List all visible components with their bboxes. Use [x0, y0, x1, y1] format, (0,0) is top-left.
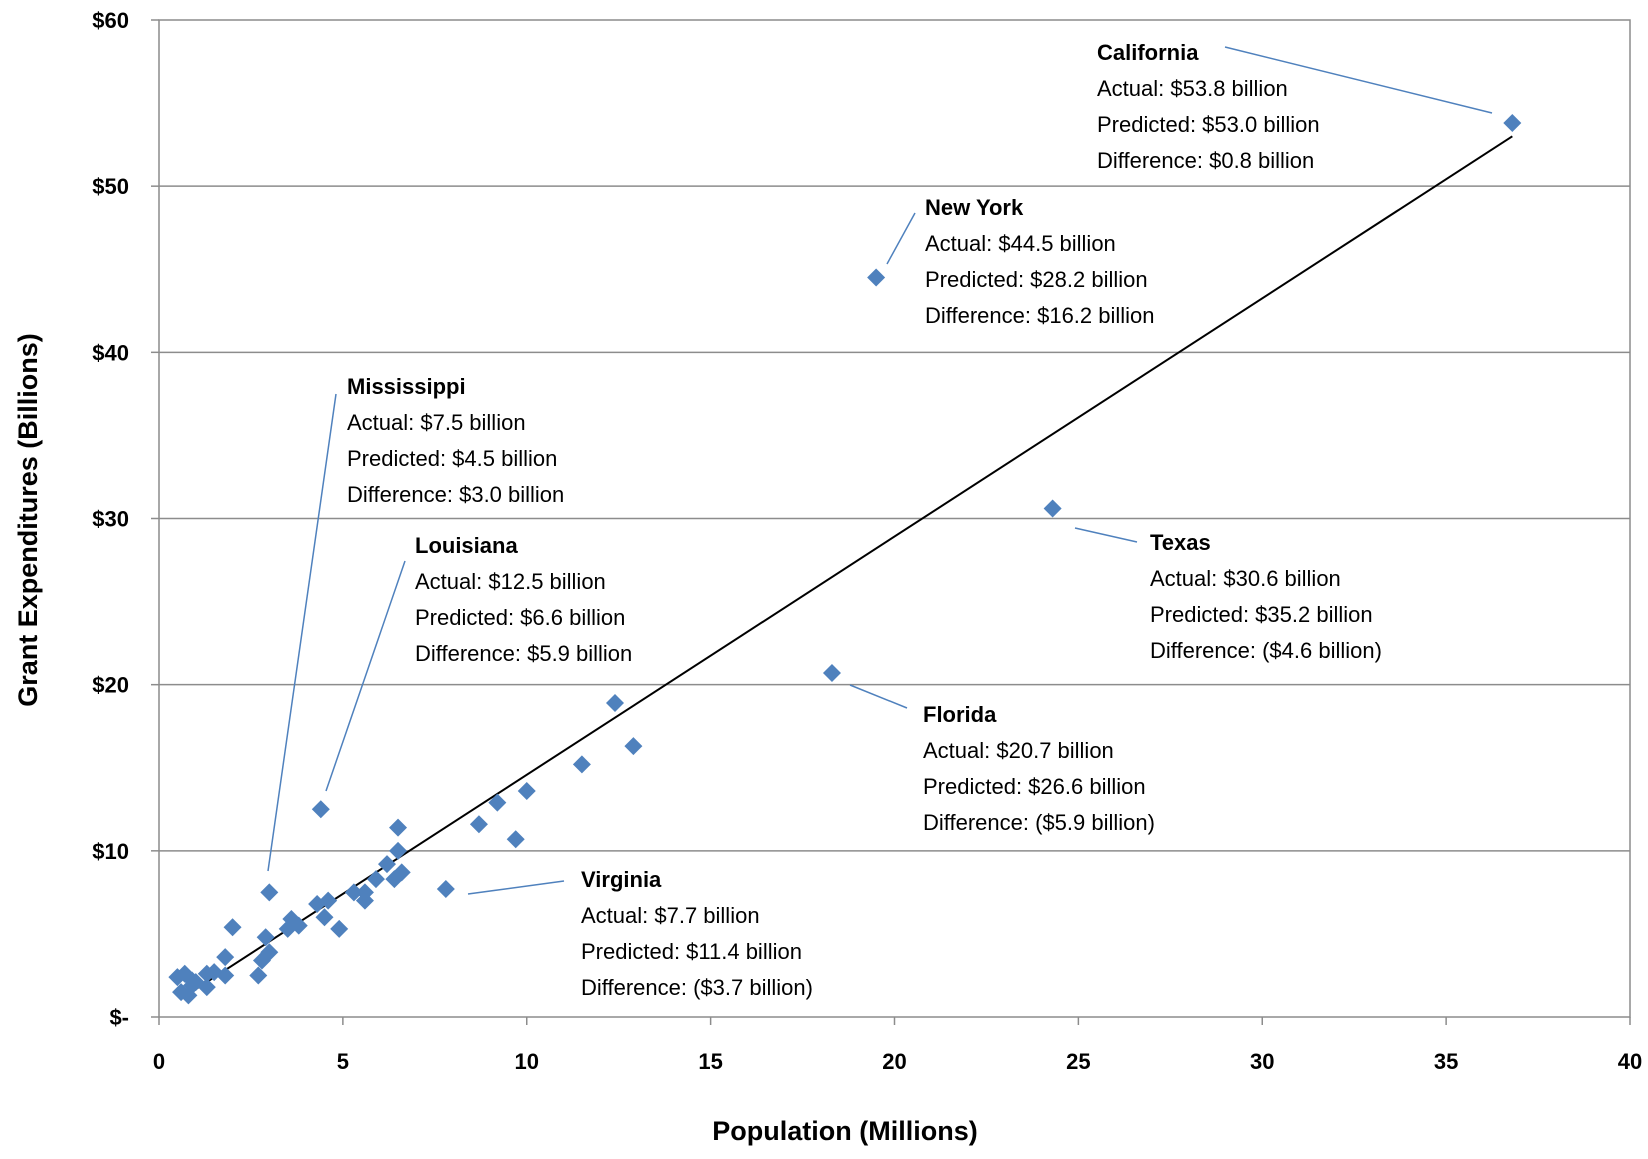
annotation-difference: Difference: $0.8 billion: [1097, 148, 1314, 173]
y-tick-label: $50: [92, 174, 129, 199]
y-tick-label: $-: [109, 1005, 129, 1030]
x-tick-label: 0: [153, 1049, 165, 1074]
leader-line: [1224, 46, 1493, 114]
trendline: [180, 135, 1513, 1000]
data-point: [436, 880, 455, 899]
data-point: [252, 951, 271, 970]
annotation-difference: Difference: ($5.9 billion): [923, 810, 1155, 835]
data-point: [355, 891, 374, 910]
annotation-florida: Florida Actual: $20.7 billion Predicted: $…: [849, 684, 1155, 835]
annotation-predicted: Predicted: $53.0 billion: [1097, 112, 1320, 137]
annotation-difference: Difference: ($4.6 billion): [1150, 638, 1382, 663]
annotation-virginia: Virginia Actual: $7.7 billion Predicted: $…: [467, 867, 813, 1000]
x-tick-label: 5: [337, 1049, 349, 1074]
data-point: [385, 870, 404, 889]
y-tick-label: $30: [92, 507, 129, 532]
y-axis-title: Grant Expenditures (Billions): [13, 333, 43, 707]
x-tick-label: 15: [698, 1049, 722, 1074]
data-point: [260, 883, 279, 902]
data-point: [378, 855, 397, 874]
data-point: [606, 693, 625, 712]
data-point: [1503, 114, 1522, 133]
annotation-predicted: Predicted: $4.5 billion: [347, 446, 557, 471]
y-tick-label: $10: [92, 839, 129, 864]
data-point: [168, 968, 187, 987]
annotation-california: California Actual: $53.8 billion Predicted…: [1097, 40, 1493, 173]
data-point: [366, 870, 385, 889]
annotation-new-york: New York Actual: $44.5 billion Predicted: …: [886, 195, 1155, 328]
data-point: [624, 737, 643, 756]
annotation-difference: Difference: $3.0 billion: [347, 482, 564, 507]
data-point: [506, 830, 525, 849]
x-tick-label: 25: [1066, 1049, 1090, 1074]
annotation-title: Florida: [923, 702, 997, 727]
leader-line: [849, 684, 908, 709]
annotation-actual: Actual: $7.7 billion: [581, 903, 760, 928]
data-point: [488, 793, 507, 812]
annotation-predicted: Predicted: $28.2 billion: [925, 267, 1148, 292]
data-point: [311, 800, 330, 819]
data-point: [223, 918, 242, 937]
annotation-title: New York: [925, 195, 1024, 220]
leader-line: [325, 560, 406, 792]
data-point: [822, 664, 841, 683]
data-point: [867, 268, 886, 287]
annotation-predicted: Predicted: $35.2 billion: [1150, 602, 1373, 627]
x-axis: 0 5 10 15 20 25 30 35 40: [153, 1017, 1642, 1074]
data-point: [197, 964, 216, 983]
annotation-texas: Texas Actual: $30.6 billion Predicted: $35…: [1074, 527, 1382, 663]
annotation-actual: Actual: $7.5 billion: [347, 410, 526, 435]
annotation-difference: Difference: $16.2 billion: [925, 303, 1155, 328]
data-point: [389, 818, 408, 837]
data-point: [389, 841, 408, 860]
annotation-actual: Actual: $30.6 billion: [1150, 566, 1341, 591]
data-point: [289, 916, 308, 935]
annotation-louisiana: Louisiana Actual: $12.5 billion Predicted:…: [325, 533, 632, 792]
x-tick-label: 10: [515, 1049, 539, 1074]
annotation-title: Mississippi: [347, 374, 466, 399]
leader-line: [886, 212, 916, 265]
data-point: [315, 908, 334, 927]
y-axis: $- $10 $20 $30 $40 $50 $60: [92, 8, 159, 1030]
data-point: [344, 883, 363, 902]
y-tick-label: $40: [92, 340, 129, 365]
y-tick-label: $60: [92, 8, 129, 33]
annotation-difference: Difference: ($3.7 billion): [581, 975, 813, 1000]
annotation-actual: Actual: $20.7 billion: [923, 738, 1114, 763]
y-tick-label: $20: [92, 673, 129, 698]
data-point: [517, 782, 536, 801]
annotation-title: California: [1097, 40, 1199, 65]
annotations: California Actual: $53.8 billion Predicted…: [267, 40, 1493, 1000]
data-points: [168, 114, 1522, 1005]
annotation-title: Texas: [1150, 530, 1211, 555]
annotation-actual: Actual: $12.5 billion: [415, 569, 606, 594]
annotation-title: Louisiana: [415, 533, 518, 558]
data-point: [572, 755, 591, 774]
x-tick-label: 40: [1618, 1049, 1642, 1074]
x-tick-label: 30: [1250, 1049, 1274, 1074]
x-tick-label: 20: [882, 1049, 906, 1074]
leader-line: [1074, 527, 1138, 543]
data-point: [1043, 499, 1062, 518]
data-point: [469, 815, 488, 834]
annotation-title: Virginia: [581, 867, 662, 892]
annotation-actual: Actual: $44.5 billion: [925, 231, 1116, 256]
data-point: [308, 895, 327, 914]
leader-line: [467, 880, 565, 895]
x-tick-label: 35: [1434, 1049, 1458, 1074]
leader-line: [267, 393, 337, 872]
annotation-predicted: Predicted: $11.4 billion: [581, 939, 802, 964]
data-point: [256, 928, 275, 947]
data-point: [249, 966, 268, 985]
annotation-mississippi: Mississippi Actual: $7.5 billion Predicted…: [267, 374, 564, 872]
data-point: [216, 948, 235, 967]
data-point: [183, 976, 202, 995]
annotation-actual: Actual: $53.8 billion: [1097, 76, 1288, 101]
annotation-difference: Difference: $5.9 billion: [415, 641, 632, 666]
annotation-predicted: Predicted: $6.6 billion: [415, 605, 625, 630]
data-point: [330, 919, 349, 938]
annotation-predicted: Predicted: $26.6 billion: [923, 774, 1146, 799]
x-axis-title: Population (Millions): [712, 1116, 977, 1146]
